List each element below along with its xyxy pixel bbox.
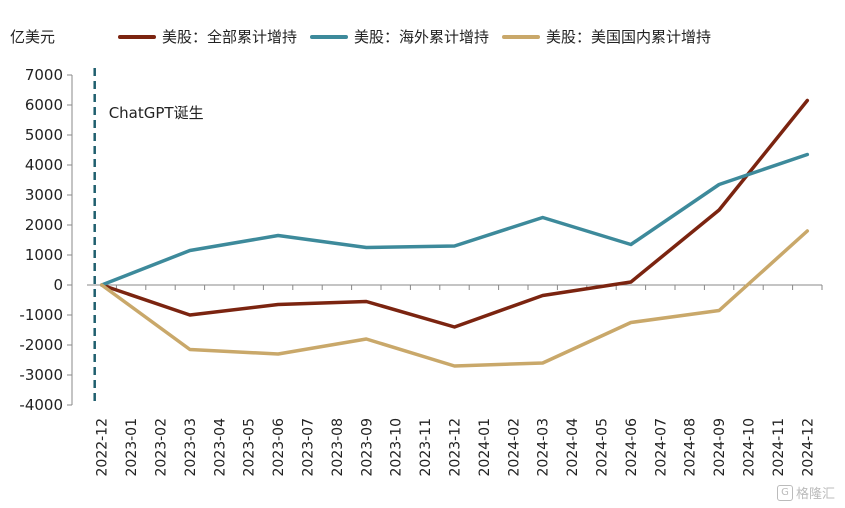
legend-item-domestic: 美股：美国国内累计增持 (502, 26, 711, 47)
x-tick-label: 2024-04 (565, 418, 581, 477)
legend-item-overseas: 美股：海外累计增持 (310, 26, 489, 47)
legend-swatch-total (118, 34, 156, 39)
y-tick-label: 4000 (25, 156, 63, 174)
x-tick-label: 2023-10 (389, 418, 405, 477)
x-tick-label: 2024-07 (653, 418, 669, 477)
x-tick-label: 2023-05 (242, 418, 258, 477)
y-tick-label: 1000 (25, 246, 63, 264)
x-tick-label: 2024-12 (800, 418, 816, 477)
watermark-text: 格隆汇 (795, 487, 835, 502)
series-line-overseas (99, 152, 810, 287)
y-axis-unit-label: 亿美元 (10, 28, 56, 46)
x-tick-label: 2023-08 (330, 418, 346, 477)
y-tick-label: 6000 (25, 96, 63, 114)
series-line-domestic (99, 229, 810, 368)
x-tick-label: 2024-06 (624, 418, 640, 477)
y-tick-label: -2000 (19, 336, 63, 354)
x-tick-label: 2023-02 (154, 418, 170, 477)
legend-swatch-domestic (502, 34, 541, 39)
y-tick-label: 2000 (25, 216, 63, 234)
legend-item-total: 美股：全部累计增持 (118, 26, 297, 47)
y-tick-label: -4000 (19, 396, 63, 414)
x-tick-label: 2024-01 (477, 418, 493, 477)
legend-swatch-overseas (310, 34, 349, 39)
x-tick-label: 2024-10 (742, 418, 758, 477)
chart-legend: 美股：全部累计增持 美股：海外累计增持 美股：美国国内累计增持 (118, 26, 724, 47)
x-tick-label: 2023-12 (448, 418, 464, 477)
x-tick-label: 2023-03 (183, 418, 199, 477)
y-tick-label: -1000 (19, 306, 63, 324)
y-tick-label: 0 (53, 276, 63, 294)
x-tick-label: 2024-08 (683, 418, 699, 477)
x-tick-label: 2024-02 (506, 418, 522, 477)
x-tick-label: 2022-12 (95, 418, 111, 477)
y-tick-label: -3000 (19, 366, 63, 384)
y-tick-label: 3000 (25, 186, 63, 204)
legend-label-domestic: 美股：美国国内累计增持 (546, 28, 712, 46)
legend-label-overseas: 美股：海外累计增持 (354, 28, 490, 46)
y-tick-label: 5000 (25, 126, 63, 144)
x-tick-label: 2023-01 (124, 418, 140, 477)
series-line-total (99, 98, 810, 329)
annotation-label: ChatGPT诞生 (109, 104, 204, 122)
x-tick-label: 2023-06 (271, 418, 287, 477)
watermark: G 格隆汇 (776, 483, 835, 502)
x-tick-label: 2023-07 (301, 418, 317, 477)
x-tick-label: 2024-09 (712, 418, 728, 477)
x-tick-label: 2023-11 (418, 418, 434, 477)
watermark-logo-icon: G (776, 484, 793, 501)
legend-label-total: 美股：全部累计增持 (162, 28, 298, 46)
x-tick-label: 2024-11 (771, 418, 787, 477)
y-tick-label: 7000 (25, 66, 63, 84)
x-tick-label: 2023-04 (212, 418, 228, 477)
x-tick-label: 2024-03 (536, 418, 552, 477)
x-tick-label: 2023-09 (359, 418, 375, 477)
x-tick-label: 2024-05 (595, 418, 611, 477)
